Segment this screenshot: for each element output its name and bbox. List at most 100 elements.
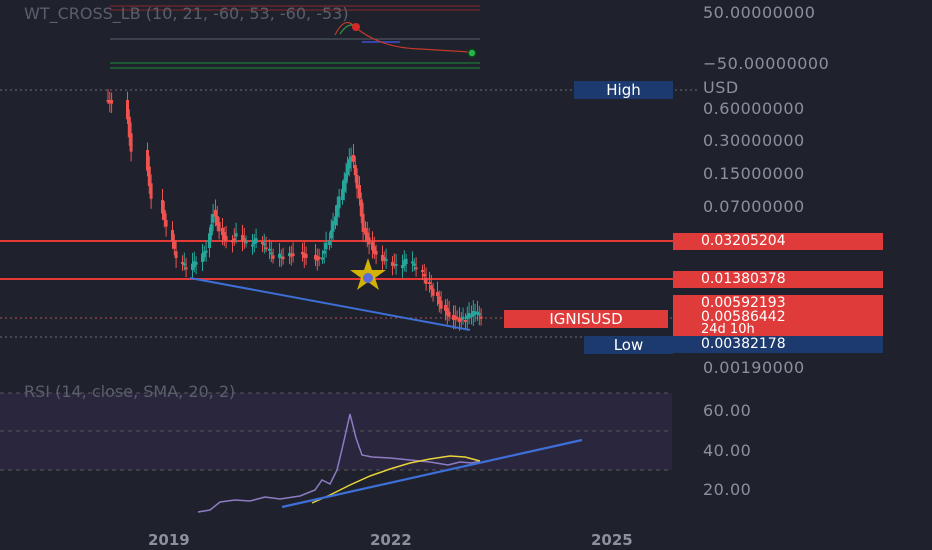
resistance-2-price-tag: 0.01380378	[673, 271, 883, 288]
candle-body	[344, 173, 348, 184]
candle-body	[429, 285, 433, 290]
candle-body	[382, 257, 386, 261]
candle-body	[264, 247, 268, 250]
candle-body	[271, 255, 275, 259]
candle-body	[384, 259, 388, 262]
rsi-axis-label: 60.00	[703, 401, 752, 420]
candle-body	[364, 228, 367, 235]
candle-body	[147, 166, 151, 186]
candle-body	[459, 318, 463, 321]
candle-body	[445, 308, 449, 316]
candle-body	[194, 262, 198, 265]
time-axis-label: 2025	[591, 531, 633, 549]
candle-body	[465, 315, 469, 319]
candle-body	[447, 311, 451, 317]
candle-body	[302, 253, 306, 258]
candle-body	[353, 165, 357, 176]
candle-body	[439, 300, 443, 309]
bar-value-2: 0.00586442	[701, 309, 786, 325]
rsi-indicator-title[interactable]: RSI (14, close, SMA, 20, 2)	[24, 382, 236, 401]
candle-body	[321, 257, 324, 260]
candle-body	[401, 265, 404, 268]
candle-body	[221, 228, 224, 236]
candle-body	[222, 232, 226, 240]
rsi-trendline[interactable]	[281, 438, 583, 509]
candle-body	[279, 256, 283, 259]
candle-body	[347, 159, 351, 169]
candle-body	[192, 261, 196, 268]
candle-body	[317, 257, 321, 259]
candle-body	[232, 238, 236, 241]
candle-body	[241, 235, 244, 242]
candle-body	[455, 317, 459, 319]
candle-body	[358, 185, 361, 199]
candle-body	[470, 314, 473, 317]
candle-body	[428, 282, 431, 284]
candle-body	[359, 199, 363, 217]
candle-body	[211, 213, 215, 223]
high-tag: High	[574, 81, 673, 99]
candle-body	[174, 251, 178, 259]
candle-body	[251, 244, 254, 247]
candle-body	[129, 133, 133, 152]
candle-body	[184, 267, 188, 270]
rsi-axis-label: 40.00	[703, 441, 752, 460]
candle-body	[110, 100, 114, 104]
wt-indicator-title[interactable]: WT_CROSS_LB (10, 21, -60, 53, -60, -53)	[24, 4, 349, 23]
candlestick-series	[106, 89, 483, 331]
candle-body	[254, 238, 258, 243]
candle-body	[349, 156, 353, 162]
currency-label: USD	[703, 78, 739, 97]
candle-body	[335, 204, 339, 217]
candle-body	[372, 246, 376, 254]
candle-body	[127, 116, 131, 138]
price-axis-label: 0.00190000	[703, 358, 805, 377]
candle-body	[458, 318, 461, 323]
candle-body	[391, 262, 394, 266]
candle-body	[171, 230, 174, 242]
candle-body	[461, 316, 465, 320]
candle-body	[278, 253, 281, 258]
candle-body	[346, 164, 349, 175]
candle-body	[146, 150, 149, 171]
candle-body	[436, 292, 439, 297]
candle-body	[476, 311, 479, 314]
candle-body	[261, 242, 264, 244]
candle-body	[452, 315, 455, 320]
low-tag: Low	[584, 336, 673, 354]
candle-body	[367, 237, 371, 245]
wt-cross-down-dot	[352, 23, 360, 31]
candle-body	[371, 242, 374, 251]
candle-body	[181, 262, 184, 264]
candle-body	[301, 252, 304, 255]
low-price-tag: 0.00382178	[673, 336, 883, 353]
candle-body	[252, 239, 256, 244]
candle-body	[424, 278, 428, 284]
candle-body	[394, 264, 398, 267]
candle-body	[477, 313, 481, 316]
candle-body	[208, 233, 211, 248]
candle-body	[268, 248, 271, 251]
candle-body	[182, 263, 186, 266]
candle-body	[328, 240, 331, 245]
candle-body	[288, 253, 291, 256]
candle-body	[304, 254, 308, 258]
candle-body	[392, 264, 396, 266]
support-trendline[interactable]	[189, 277, 471, 331]
candle-body	[224, 236, 228, 242]
symbol-tag: IGNISUSD	[504, 310, 668, 328]
candle-body	[381, 255, 384, 262]
candle-body	[209, 224, 213, 236]
candle-body	[289, 254, 293, 257]
candle-body	[315, 256, 319, 261]
candle-body	[374, 250, 378, 255]
candle-body	[314, 255, 317, 260]
candle-body	[464, 320, 467, 322]
price-axis-label: 0.07000000	[703, 197, 805, 216]
candle-body	[291, 253, 295, 256]
candle-body	[217, 222, 221, 232]
wt-indicator-plot	[110, 5, 480, 69]
rsi-axis-label: 20.00	[703, 480, 752, 499]
candle-body	[242, 238, 246, 241]
